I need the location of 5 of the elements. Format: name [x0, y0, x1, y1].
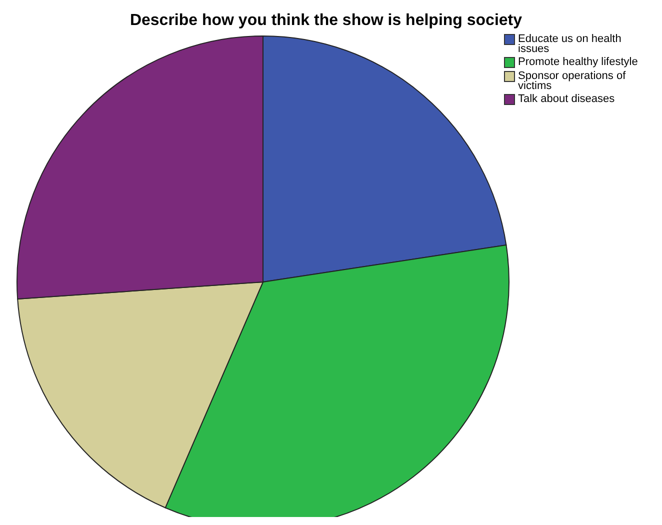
- legend-label: Sponsor operations of victims: [518, 70, 627, 92]
- legend-label: Educate us on health issues: [518, 33, 622, 55]
- legend-label: Talk about diseases: [518, 93, 615, 105]
- legend-label: Promote healthy lifestyle: [518, 56, 638, 68]
- chart-title: Describe how you think the show is helping society: [128, 12, 524, 30]
